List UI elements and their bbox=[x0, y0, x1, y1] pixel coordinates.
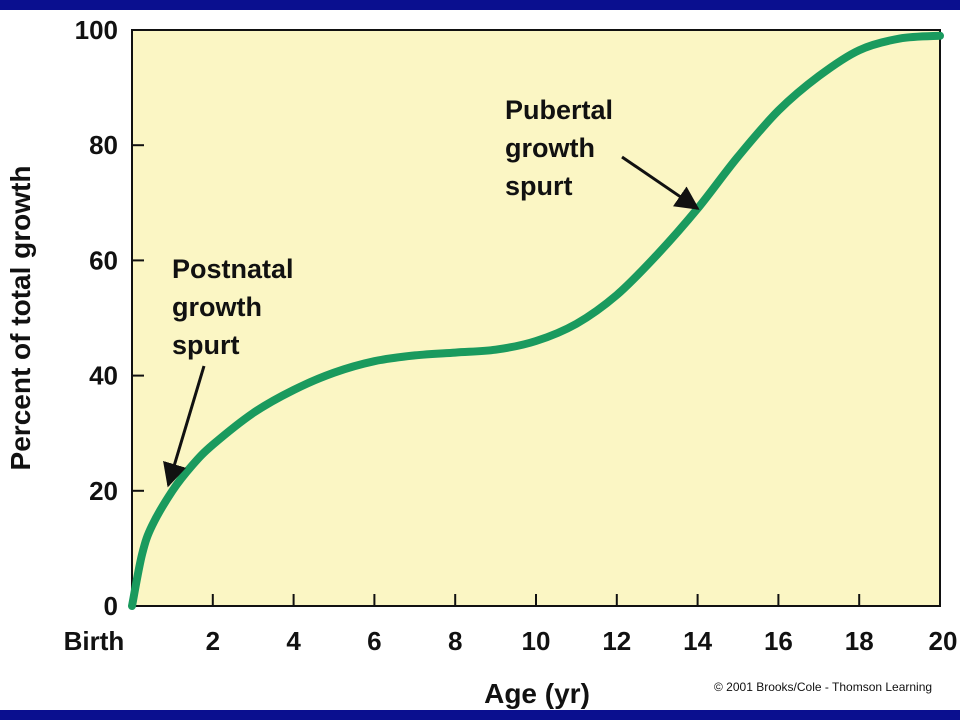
postnatal-annotation: Postnatal growth spurt bbox=[163, 254, 294, 488]
x-tick-label: 14 bbox=[683, 626, 712, 656]
y-tick-label: 100 bbox=[75, 15, 118, 45]
y-tick-label: 0 bbox=[104, 591, 118, 621]
x-tick-label: 10 bbox=[522, 626, 551, 656]
x-tick-label: 16 bbox=[764, 626, 793, 656]
annotations: Postnatal growth spurt Pubertal growth spurt bbox=[163, 95, 700, 488]
x-axis-title: Age (yr) bbox=[484, 678, 590, 709]
y-axis: 0 20 40 60 80 100 bbox=[75, 15, 144, 621]
x-tick-label: 8 bbox=[448, 626, 462, 656]
x-tick-label: 12 bbox=[602, 626, 631, 656]
annotation-text-line: Pubertal bbox=[505, 95, 613, 125]
annotation-text-line: spurt bbox=[505, 171, 573, 201]
y-tick-label: 60 bbox=[89, 245, 118, 275]
annotation-text-line: growth bbox=[505, 133, 595, 163]
annotation-text-line: spurt bbox=[172, 330, 240, 360]
x-tick-label: 18 bbox=[845, 626, 874, 656]
x-axis: Birth 2 4 6 8 10 12 14 16 18 20 bbox=[64, 594, 958, 656]
top-band bbox=[0, 0, 960, 10]
y-tick-label: 20 bbox=[89, 476, 118, 506]
growth-curve-line bbox=[128, 31, 944, 610]
annotation-arrow bbox=[621, 155, 700, 210]
y-tick-label: 80 bbox=[89, 130, 118, 160]
x-tick-label: 6 bbox=[367, 626, 381, 656]
annotation-arrow bbox=[163, 365, 206, 488]
y-axis-title: Percent of total growth bbox=[5, 166, 36, 471]
y-tick-label: 40 bbox=[89, 361, 118, 391]
bottom-band bbox=[0, 710, 960, 720]
x-tick-label: 20 bbox=[929, 626, 958, 656]
pubertal-annotation: Pubertal growth spurt bbox=[505, 95, 700, 210]
x-tick-label: Birth bbox=[64, 626, 125, 656]
x-tick-label: 4 bbox=[286, 626, 301, 656]
annotation-text-line: growth bbox=[172, 292, 262, 322]
annotation-text-line: Postnatal bbox=[172, 254, 294, 284]
copyright-notice: © 2001 Brooks/Cole - Thomson Learning bbox=[714, 680, 933, 694]
plot-area bbox=[131, 29, 941, 607]
x-tick-label: 2 bbox=[206, 626, 220, 656]
